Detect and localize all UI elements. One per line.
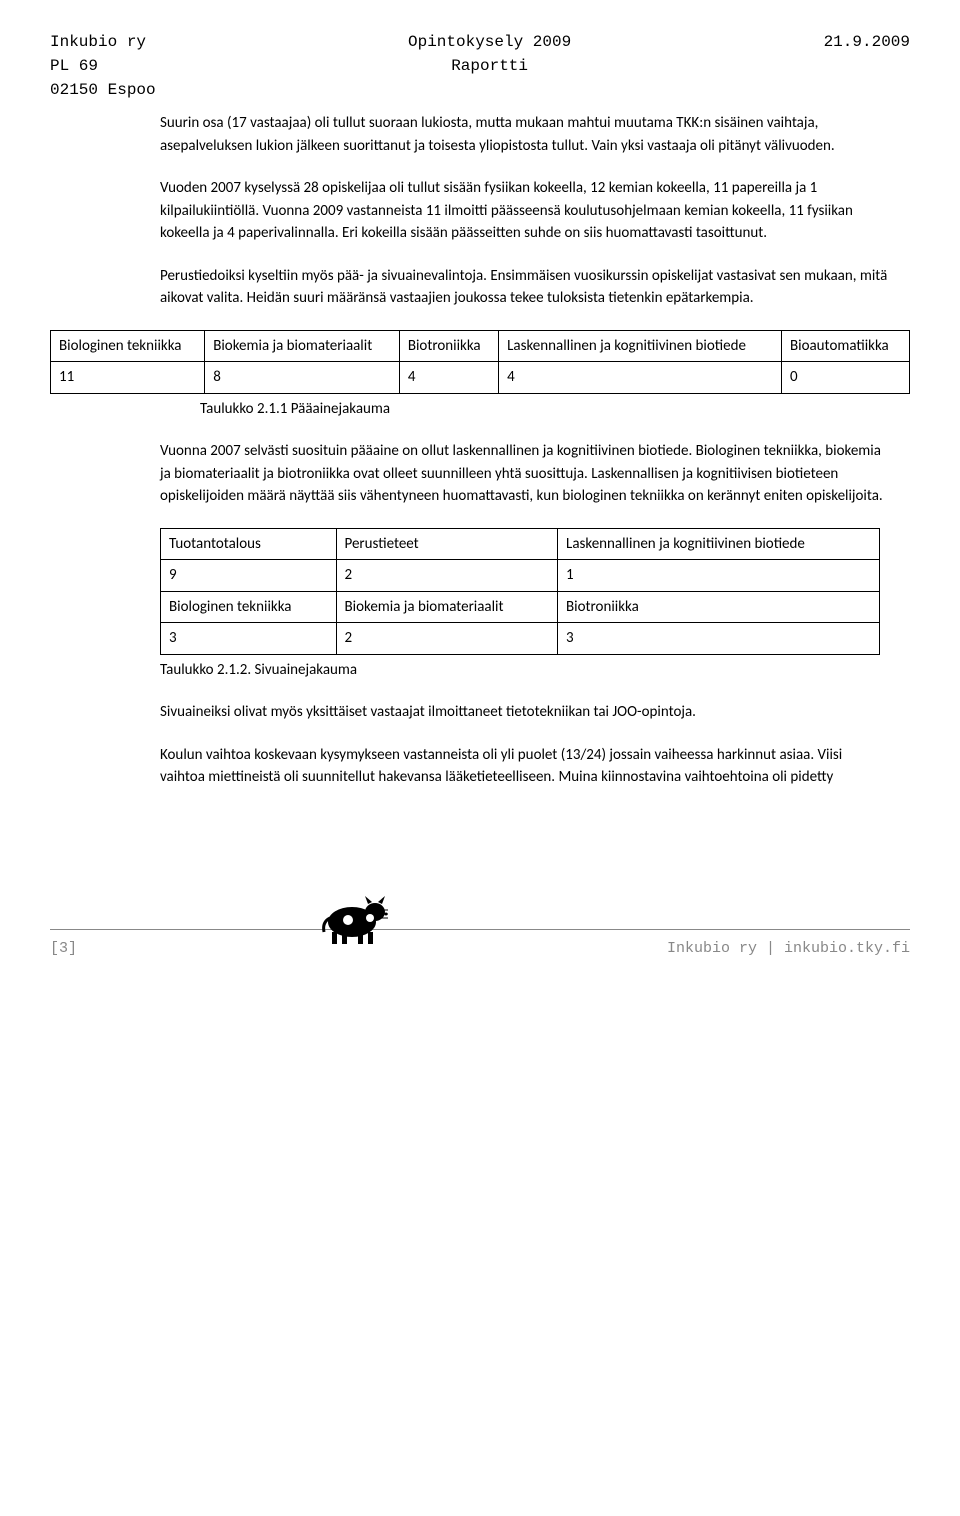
paragraph-4: Vuonna 2007 selvästi suosituin pääaine o…: [160, 440, 890, 508]
table-cell: 8: [205, 362, 400, 394]
header-date-block: 21.9.2009: [824, 30, 910, 102]
paragraph-2: Vuoden 2007 kyselyssä 28 opiskelijaa oli…: [160, 177, 890, 245]
header-org-block: Inkubio ry PL 69 02150 Espoo: [50, 30, 156, 102]
paragraph-6: Koulun vaihtoa koskevaan kysymykseen vas…: [160, 744, 890, 789]
table-header-cell: Biologinen tekniikka: [51, 330, 205, 362]
table-cell: 9: [161, 560, 337, 592]
table-cell: 11: [51, 362, 205, 394]
table-cell: Biokemia ja biomateriaalit: [336, 591, 558, 623]
table-header-cell: Bioautomatiikka: [781, 330, 909, 362]
paragraph-3: Perustiedoiksi kyseltiin myös pää- ja si…: [160, 265, 890, 310]
header-title: Opintokysely 2009: [408, 30, 571, 54]
table-row: Biologinen tekniikka Biokemia ja biomate…: [51, 330, 910, 362]
page-number: [3]: [50, 938, 77, 961]
table-cell: 4: [499, 362, 782, 394]
table-header-cell: Laskennallinen ja kognitiivinen biotiede: [499, 330, 782, 362]
page-footer: [3] Inkubio ry | inkubio.tky.fi: [50, 929, 910, 961]
header-title-block: Opintokysely 2009 Raportti: [408, 30, 571, 102]
table-row: Tuotantotalous Perustieteet Laskennallin…: [161, 528, 880, 560]
header-date: 21.9.2009: [824, 30, 910, 54]
table-paaainejakauma: Biologinen tekniikka Biokemia ja biomate…: [50, 330, 910, 394]
table-cell: Biotroniikka: [558, 591, 880, 623]
table-cell: 3: [161, 623, 337, 655]
table-sivuainejakauma: Tuotantotalous Perustieteet Laskennallin…: [160, 528, 880, 655]
table-cell: Tuotantotalous: [161, 528, 337, 560]
header-addr1: PL 69: [50, 54, 156, 78]
paragraph-5: Sivuaineiksi olivat myös yksittäiset vas…: [160, 701, 890, 724]
table-row: 9 2 1: [161, 560, 880, 592]
header-subtitle: Raportti: [408, 54, 571, 78]
table-cell: Laskennallinen ja kognitiivinen biotiede: [558, 528, 880, 560]
table-header-cell: Biotroniikka: [399, 330, 498, 362]
table-row: 11 8 4 4 0: [51, 362, 910, 394]
table-cell: Biologinen tekniikka: [161, 591, 337, 623]
table-row: 3 2 3: [161, 623, 880, 655]
table-cell: 3: [558, 623, 880, 655]
table2-caption: Taulukko 2.1.2. Sivuainejakauma: [160, 659, 910, 682]
table1-caption: Taulukko 2.1.1 Pääainejakauma: [200, 398, 910, 421]
table-cell: 1: [558, 560, 880, 592]
table-cell: 2: [336, 623, 558, 655]
table-row: Biologinen tekniikka Biokemia ja biomate…: [161, 591, 880, 623]
footer-credit: Inkubio ry | inkubio.tky.fi: [667, 938, 910, 961]
table-cell: 2: [336, 560, 558, 592]
cow-logo-icon: [310, 890, 390, 945]
page-header: Inkubio ry PL 69 02150 Espoo Opintokysel…: [50, 30, 910, 102]
table-cell: 4: [399, 362, 498, 394]
header-org: Inkubio ry: [50, 30, 156, 54]
header-addr2: 02150 Espoo: [50, 78, 156, 102]
paragraph-1: Suurin osa (17 vastaajaa) oli tullut suo…: [160, 112, 890, 157]
table-header-cell: Biokemia ja biomateriaalit: [205, 330, 400, 362]
table-cell: Perustieteet: [336, 528, 558, 560]
table-cell: 0: [781, 362, 909, 394]
